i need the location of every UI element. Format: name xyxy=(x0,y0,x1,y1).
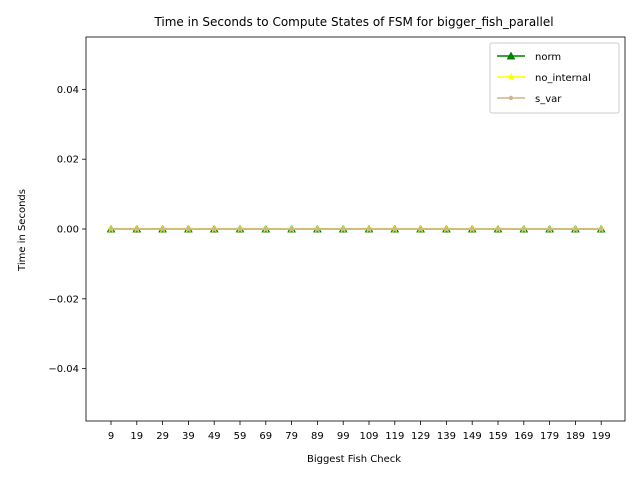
data-point-s_var xyxy=(599,226,604,232)
x-tick-label: 49 xyxy=(208,431,221,442)
legend-label-norm: norm xyxy=(535,52,561,63)
data-point-s_var xyxy=(108,226,114,232)
x-tick-label: 19 xyxy=(130,431,143,442)
x-tick-label: 179 xyxy=(540,431,559,442)
legend-marker-no_internal xyxy=(506,72,516,81)
x-tick-label: 79 xyxy=(285,431,298,442)
x-tick-label: 9 xyxy=(108,431,114,442)
data-point-s_var xyxy=(134,226,139,232)
data-point-s_var xyxy=(521,226,526,232)
x-tick-label: 109 xyxy=(359,431,378,442)
data-point-s_var xyxy=(573,226,578,232)
data-point-s_var xyxy=(186,226,191,232)
x-tick-label: 69 xyxy=(259,431,272,442)
data-point-s_var xyxy=(315,226,320,232)
x-axis-label: Biggest Fish Check xyxy=(307,454,401,465)
y-tick-label: 0.00 xyxy=(57,225,79,236)
x-tick-label: 199 xyxy=(592,431,611,442)
x-tick-label: 89 xyxy=(311,431,324,442)
legend: norm no_internal s_var xyxy=(489,42,620,114)
series-s_var xyxy=(108,226,604,232)
data-point-s_var xyxy=(470,226,475,232)
x-tick-label: 59 xyxy=(234,431,247,442)
x-tick-label: 99 xyxy=(337,431,350,442)
data-point-s_var xyxy=(495,226,501,232)
legend-label-no_internal: no_internal xyxy=(535,73,591,84)
x-tick-label: 29 xyxy=(156,431,169,442)
legend-box xyxy=(489,42,620,114)
data-point-s_var xyxy=(444,226,449,232)
data-point-s_var xyxy=(341,226,346,232)
data-point-s_var xyxy=(392,226,397,232)
plot-area: 9 19 29 39 49 59 69 79 89 99 109 119 129 139 149 159 169… xyxy=(48,36,626,442)
y-tick-label: −0.04 xyxy=(48,364,79,375)
data-point-s_var xyxy=(418,226,423,232)
y-tick-label: −0.02 xyxy=(48,294,79,305)
data-point-s_var xyxy=(289,226,294,232)
legend-marker-s_var xyxy=(508,95,514,101)
y-tick-label: 0.04 xyxy=(57,85,79,96)
y-tick-label: 0.02 xyxy=(57,155,79,166)
x-tick-label: 149 xyxy=(463,431,482,442)
legend-marker-norm xyxy=(506,51,516,60)
data-point-s_var xyxy=(160,226,165,232)
data-point-s_var xyxy=(237,226,243,232)
x-tick-label: 119 xyxy=(385,431,404,442)
data-point-s_var xyxy=(547,226,552,232)
x-tick-label: 169 xyxy=(514,431,533,442)
data-point-s_var xyxy=(263,226,268,232)
x-tick-label: 159 xyxy=(488,431,507,442)
legend-label-s_var: s_var xyxy=(535,94,562,105)
y-axis-label: Time in Seconds xyxy=(17,189,28,272)
x-tick-label: 39 xyxy=(182,431,195,442)
chart-title: Time in Seconds to Compute States of FSM… xyxy=(153,15,553,29)
x-tick-label: 129 xyxy=(411,431,430,442)
x-tick-label: 139 xyxy=(437,431,456,442)
data-point-s_var xyxy=(212,226,217,232)
x-tick-label: 189 xyxy=(566,431,585,442)
data-point-s_var xyxy=(366,226,372,232)
